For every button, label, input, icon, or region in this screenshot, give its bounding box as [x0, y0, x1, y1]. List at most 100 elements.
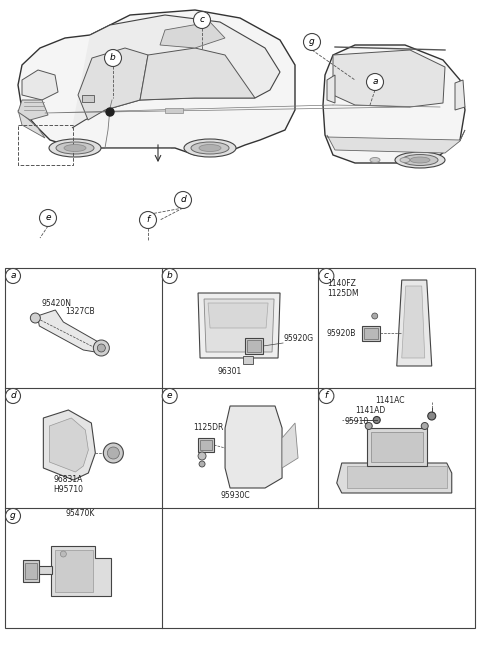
Circle shape — [175, 192, 192, 208]
Circle shape — [60, 551, 66, 557]
Bar — [82, 95, 94, 102]
Polygon shape — [140, 48, 255, 100]
Ellipse shape — [56, 142, 94, 154]
Circle shape — [97, 344, 105, 352]
Bar — [367, 428, 427, 466]
Bar — [347, 466, 447, 488]
Circle shape — [5, 389, 21, 403]
Polygon shape — [43, 410, 96, 480]
Polygon shape — [225, 406, 282, 488]
Ellipse shape — [410, 157, 430, 163]
Polygon shape — [18, 10, 295, 155]
Polygon shape — [397, 280, 432, 366]
Polygon shape — [455, 80, 465, 110]
Circle shape — [421, 422, 428, 430]
Text: 95920G: 95920G — [283, 334, 313, 343]
Polygon shape — [327, 130, 465, 153]
Circle shape — [198, 452, 206, 460]
Ellipse shape — [184, 139, 236, 157]
Polygon shape — [160, 22, 225, 48]
Ellipse shape — [191, 142, 229, 154]
Text: 95920B: 95920B — [327, 329, 356, 338]
Ellipse shape — [49, 139, 101, 157]
Circle shape — [106, 108, 114, 116]
Bar — [243, 356, 253, 364]
Text: 1327CB: 1327CB — [65, 307, 95, 316]
Polygon shape — [204, 299, 274, 352]
Text: e: e — [167, 391, 172, 401]
Polygon shape — [18, 110, 45, 138]
Bar — [25, 563, 37, 579]
Circle shape — [140, 212, 156, 229]
Circle shape — [199, 461, 205, 467]
Bar — [165, 108, 183, 113]
Circle shape — [105, 49, 121, 67]
Polygon shape — [323, 45, 465, 163]
Text: e: e — [45, 214, 51, 223]
Circle shape — [93, 340, 109, 356]
Bar — [5, 268, 475, 628]
Text: a: a — [10, 272, 16, 281]
Circle shape — [303, 34, 321, 51]
Ellipse shape — [370, 158, 380, 163]
Text: f: f — [146, 215, 150, 225]
Text: a: a — [372, 78, 378, 86]
Circle shape — [39, 210, 57, 227]
Polygon shape — [337, 463, 452, 493]
Circle shape — [365, 422, 372, 430]
Ellipse shape — [400, 158, 410, 163]
Text: 96831A: 96831A — [54, 475, 83, 484]
Text: g: g — [10, 511, 16, 521]
Polygon shape — [78, 48, 148, 120]
Polygon shape — [327, 75, 335, 103]
Text: 95420N: 95420N — [41, 299, 72, 308]
Ellipse shape — [64, 144, 86, 152]
Polygon shape — [198, 293, 280, 358]
Text: c: c — [200, 16, 204, 24]
Circle shape — [5, 268, 21, 283]
Polygon shape — [51, 546, 111, 596]
Circle shape — [319, 268, 334, 283]
Circle shape — [162, 268, 177, 283]
Bar — [362, 326, 380, 341]
Circle shape — [319, 389, 334, 403]
Text: f: f — [325, 391, 328, 401]
Text: c: c — [324, 272, 329, 281]
Text: 1140FZ: 1140FZ — [327, 279, 356, 288]
Polygon shape — [37, 310, 98, 352]
Circle shape — [5, 509, 21, 523]
Polygon shape — [18, 100, 48, 120]
Polygon shape — [22, 70, 58, 100]
Text: 95910: 95910 — [345, 417, 369, 426]
Polygon shape — [282, 423, 298, 468]
Circle shape — [193, 11, 211, 28]
Polygon shape — [72, 15, 280, 128]
Text: 1141AC: 1141AC — [375, 396, 404, 405]
Circle shape — [108, 447, 120, 459]
Bar — [245, 338, 263, 354]
Text: 1125DM: 1125DM — [327, 289, 359, 298]
Bar — [371, 432, 423, 462]
Circle shape — [162, 389, 177, 403]
Ellipse shape — [395, 152, 445, 168]
Text: 95470K: 95470K — [65, 509, 95, 518]
Bar — [200, 440, 212, 450]
Circle shape — [367, 74, 384, 90]
Circle shape — [372, 313, 378, 319]
Bar — [55, 550, 93, 592]
Text: 96301: 96301 — [218, 367, 242, 376]
Circle shape — [30, 313, 40, 323]
Text: 1141AD: 1141AD — [355, 406, 385, 415]
Polygon shape — [333, 50, 445, 107]
Circle shape — [373, 416, 380, 424]
Bar — [18, 125, 73, 165]
Text: H95710: H95710 — [53, 485, 84, 494]
Ellipse shape — [199, 144, 221, 152]
Text: g: g — [309, 38, 315, 47]
Polygon shape — [208, 303, 268, 328]
Polygon shape — [49, 418, 88, 472]
Bar — [28, 566, 52, 574]
Ellipse shape — [402, 154, 438, 165]
Bar — [247, 340, 261, 352]
Text: b: b — [110, 53, 116, 63]
